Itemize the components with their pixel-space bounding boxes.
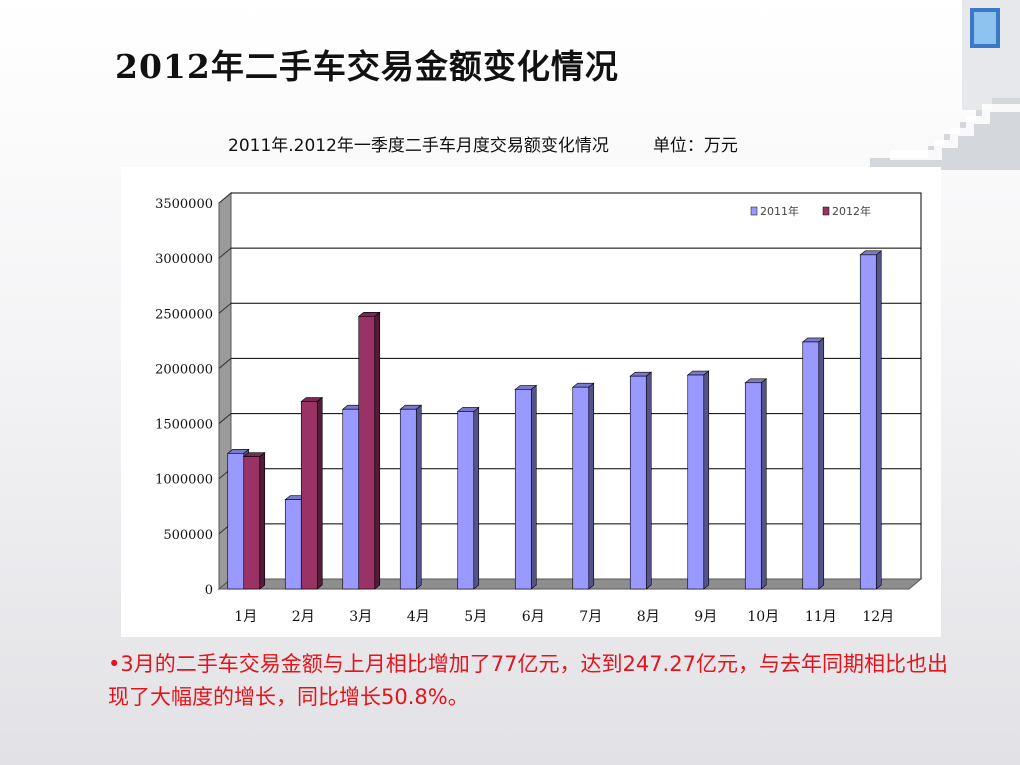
bar-2012年-1月 xyxy=(242,452,266,590)
legend-label: 2011年 xyxy=(760,204,799,218)
bar-2011年-9月 xyxy=(686,370,710,590)
slide-title: 2012年二手车交易金额变化情况 xyxy=(115,47,619,86)
x-tick-label: 2月 xyxy=(292,609,315,625)
bar-front xyxy=(243,456,261,590)
chart-caption: 2011年.2012年一季度二手车月度交易额变化情况 单位：万元 xyxy=(228,131,738,156)
bar-side xyxy=(703,370,710,590)
bar-front xyxy=(227,453,245,590)
x-tick-label: 7月 xyxy=(579,609,602,625)
bar-side xyxy=(415,404,422,590)
x-tick-label: 1月 xyxy=(234,609,257,625)
gridline-side xyxy=(218,192,232,204)
gridline-side xyxy=(218,247,232,259)
note-text: •3月的二手车交易金额与上月相比增加了77亿元，达到247.27亿元，与去年同期… xyxy=(108,648,968,714)
bar-2011年-5月 xyxy=(456,406,480,590)
bar-side xyxy=(316,396,323,590)
x-tick-label: 5月 xyxy=(464,609,487,625)
bar-side xyxy=(818,337,825,590)
bar-2011年-11月 xyxy=(801,337,825,590)
bar-front xyxy=(572,386,590,590)
chart-panel: 0 500000 1000000 1500000 2000000 2500000 30000… xyxy=(121,167,941,637)
bar-side xyxy=(588,382,595,590)
bar-front xyxy=(300,401,318,590)
gridline-side xyxy=(218,302,232,314)
gridline-side xyxy=(218,358,232,369)
bar-2011年-12月 xyxy=(859,250,883,590)
bar-2011年-10月 xyxy=(744,378,768,590)
bar-front xyxy=(687,374,705,590)
x-tick-label: 8月 xyxy=(637,609,660,625)
note-body: 3月的二手车交易金额与上月相比增加了77亿元，达到247.27亿元，与去年同期相… xyxy=(108,652,948,709)
y-tick-label: 500000 xyxy=(163,528,213,543)
y-tick-label: 1500000 xyxy=(155,418,213,433)
bar-front xyxy=(744,382,762,590)
y-tick-label: 3500000 xyxy=(155,197,213,212)
bar-front xyxy=(358,315,376,590)
bar-2011年-4月 xyxy=(399,404,423,590)
note-bullet: • xyxy=(108,652,121,676)
bar-2012年-2月 xyxy=(300,396,324,590)
y-tick-label: 2000000 xyxy=(155,362,213,377)
bar-side xyxy=(473,406,480,590)
y-tick-label: 0 xyxy=(205,583,213,598)
bar-2011年-6月 xyxy=(514,384,538,590)
legend-label: 2012年 xyxy=(832,204,871,218)
bar-front xyxy=(284,499,302,590)
bar-front xyxy=(342,408,360,590)
bar-2012年-3月 xyxy=(357,311,381,590)
gridline-side xyxy=(218,413,232,424)
bar-side xyxy=(645,371,652,590)
bar-front xyxy=(457,411,475,590)
staircase-decoration xyxy=(870,0,1020,170)
bar-2011年-7月 xyxy=(571,382,595,590)
x-tick-label: 11月 xyxy=(805,609,837,625)
x-tick-label: 9月 xyxy=(694,609,717,625)
x-tick-label: 10月 xyxy=(747,609,779,625)
bar-front xyxy=(859,254,877,590)
legend-swatch xyxy=(822,206,830,216)
bar-side xyxy=(374,311,381,590)
chart-unit: 单位：万元 xyxy=(652,136,738,156)
bar-side xyxy=(875,250,882,590)
bar-chart: 0 500000 1000000 1500000 2000000 2500000 30000… xyxy=(155,191,923,625)
chart-title: 2011年.2012年一季度二手车月度交易额变化情况 xyxy=(228,136,609,156)
bar-front xyxy=(514,389,532,590)
x-tick-label: 4月 xyxy=(407,609,430,625)
bar-side xyxy=(259,452,266,590)
bar-side xyxy=(530,384,537,590)
x-tick-label: 12月 xyxy=(862,609,894,625)
bar-front xyxy=(399,408,417,590)
x-tick-label: 6月 xyxy=(522,609,545,625)
bar-2011年-8月 xyxy=(629,371,653,590)
x-tick-label: 3月 xyxy=(349,609,372,625)
y-tick-label: 2500000 xyxy=(155,307,213,322)
legend-swatch xyxy=(750,206,758,216)
bar-front xyxy=(802,341,820,590)
y-tick-label: 3000000 xyxy=(155,252,213,267)
bar-front xyxy=(629,375,647,590)
bar-side xyxy=(760,378,767,590)
y-tick-label: 1000000 xyxy=(155,473,213,488)
